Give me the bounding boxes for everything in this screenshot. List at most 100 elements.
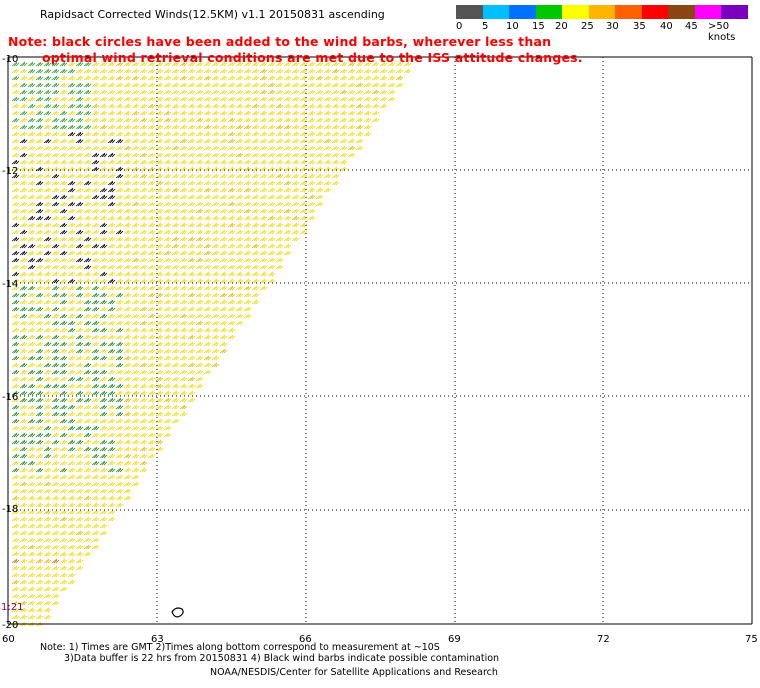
wind-barb [163,404,172,410]
wind-barb [267,222,276,228]
wind-barb [139,96,148,102]
wind-barb [51,201,60,207]
wind-barb [83,124,92,130]
wind-barb [163,271,172,277]
wind-barb [35,565,44,571]
wind-barb [147,138,156,144]
wind-barb [195,362,204,368]
legend-label-15: 15 [532,21,545,32]
wind-barb [83,180,92,186]
wind-barb [163,348,172,354]
wind-barb [187,229,196,235]
wind-barb [99,236,108,242]
wind-barb [43,341,52,347]
wind-barb [91,152,100,158]
wind-barb [11,159,20,165]
wind-barb [243,271,252,277]
wind-barb [115,285,124,291]
wind-barb [243,313,252,319]
wind-barb [227,278,236,284]
wind-barb [115,145,124,151]
wind-barb [27,565,36,571]
wind-barb [347,110,356,116]
wind-barb [43,257,52,263]
wind-barb [11,614,20,620]
wind-barb [75,299,84,305]
wind-barb [123,152,132,158]
wind-barb [11,404,20,410]
wind-barb [211,166,220,172]
wind-barb [59,516,68,522]
wind-barb [267,89,276,95]
wind-barb [27,159,36,165]
wind-barb [43,488,52,494]
wind-barb [139,131,148,137]
wind-barb [107,285,116,291]
wind-barb [315,173,324,179]
wind-barb [59,397,68,403]
wind-barb [43,551,52,557]
wind-barb [203,159,212,165]
wind-barb [323,180,332,186]
wind-barb [51,327,60,333]
wind-barb [123,236,132,242]
wind-barb [19,292,28,298]
wind-barb [219,341,228,347]
wind-barb [107,313,116,319]
wind-barb [171,61,180,67]
wind-barb [59,376,68,382]
wind-barb [51,61,60,67]
wind-barb [35,124,44,130]
wind-barb [187,362,196,368]
wind-barb [147,187,156,193]
wind-barb [331,61,340,67]
wind-barb [67,243,76,249]
wind-barb [123,173,132,179]
wind-barb [107,166,116,172]
wind-barb [43,502,52,508]
wind-barb [51,355,60,361]
wind-barb [27,586,36,592]
wind-barb [251,173,260,179]
wind-barb [11,299,20,305]
wind-barb [211,173,220,179]
wind-barb [275,103,284,109]
wind-barb [35,348,44,354]
wind-barb [51,537,60,543]
wind-barb [139,369,148,375]
wind-barb [131,481,140,487]
wind-barb [259,194,268,200]
wind-barb [75,369,84,375]
wind-barb [195,131,204,137]
wind-barb [147,425,156,431]
wind-barb [155,383,164,389]
wind-barb [131,201,140,207]
wind-barb [67,117,76,123]
wind-barb [83,523,92,529]
wind-barb [179,299,188,305]
wind-barb [75,145,84,151]
wind-barb [155,334,164,340]
wind-barb [155,390,164,396]
wind-barb [59,166,68,172]
wind-barb [235,117,244,123]
wind-barb [11,89,20,95]
wind-barb [211,180,220,186]
wind-barb [83,89,92,95]
wind-barb [19,530,28,536]
wind-barb [275,159,284,165]
wind-barb [251,68,260,74]
wind-barb [331,103,340,109]
wind-barb [235,145,244,151]
wind-barb [179,278,188,284]
wind-barb [179,138,188,144]
wind-barb [19,607,28,613]
wind-barb [211,145,220,151]
wind-barb [27,362,36,368]
wind-barb [19,96,28,102]
wind-barb [107,495,116,501]
wind-barb [131,180,140,186]
wind-barb [115,82,124,88]
wind-barb [131,271,140,277]
wind-barb [99,222,108,228]
